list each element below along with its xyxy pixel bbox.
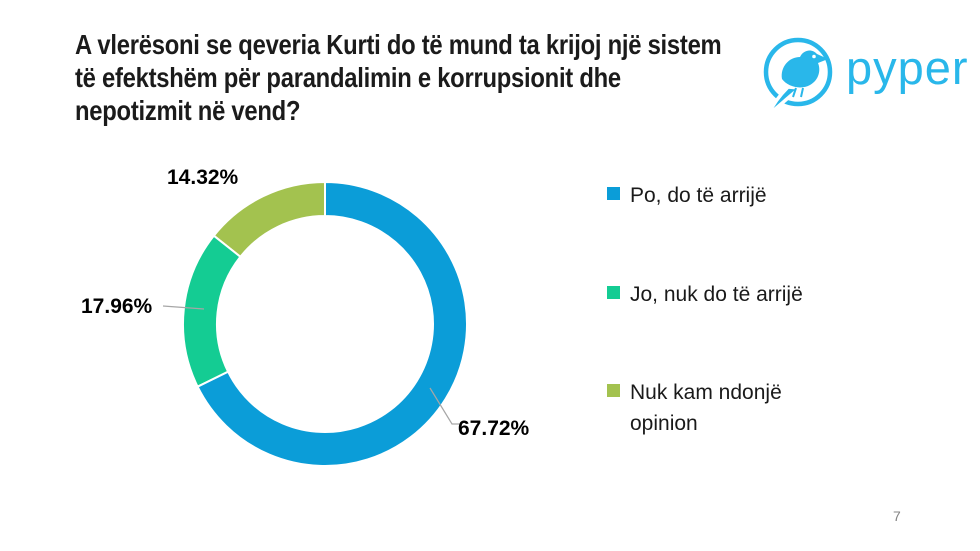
- legend-item-po-do-te-arrije: Po, do të arrijë: [607, 180, 808, 211]
- data-label-nuk-kam-ndonje-opinion: 14.32%: [167, 166, 239, 189]
- legend-label: Po, do të arrijë: [630, 184, 767, 207]
- leader-line-teal: [162, 305, 205, 310]
- slide-title: A vlerësoni se qeveria Kurti do të mund …: [75, 29, 722, 126]
- bird-body: [781, 50, 828, 88]
- pyper-wordmark: pyper: [846, 41, 969, 94]
- legend-swatch-olive: [607, 384, 620, 397]
- bird-tail: [766, 85, 805, 117]
- data-label-po-do-te-arrije: 67.72%: [458, 417, 530, 440]
- leader-line-blue: [429, 387, 459, 425]
- page-number: 7: [893, 508, 901, 524]
- donut-slice-0: [196, 180, 468, 467]
- pyper-logo: pyper: [760, 34, 975, 118]
- donut-slice-2: [212, 180, 326, 259]
- donut-slice-1: [182, 234, 242, 389]
- data-label-jo-nuk-do-te-arrije: 17.96%: [81, 295, 153, 318]
- legend-swatch-blue: [607, 187, 620, 200]
- legend-item-nuk-kam-ndonje-opinion: Nuk kam ndonjë opinion: [607, 377, 808, 439]
- legend-item-jo-nuk-do-te-arrije: Jo, nuk do të arrijë: [607, 279, 808, 310]
- bird-legs: [792, 87, 804, 98]
- legend-swatch-teal: [607, 286, 620, 299]
- bird-in-circle-icon: [763, 37, 833, 117]
- legend-label: Nuk kam ndonjë opinion: [630, 381, 782, 435]
- legend-label: Jo, nuk do të arrijë: [630, 283, 803, 306]
- bird-eye: [812, 54, 816, 59]
